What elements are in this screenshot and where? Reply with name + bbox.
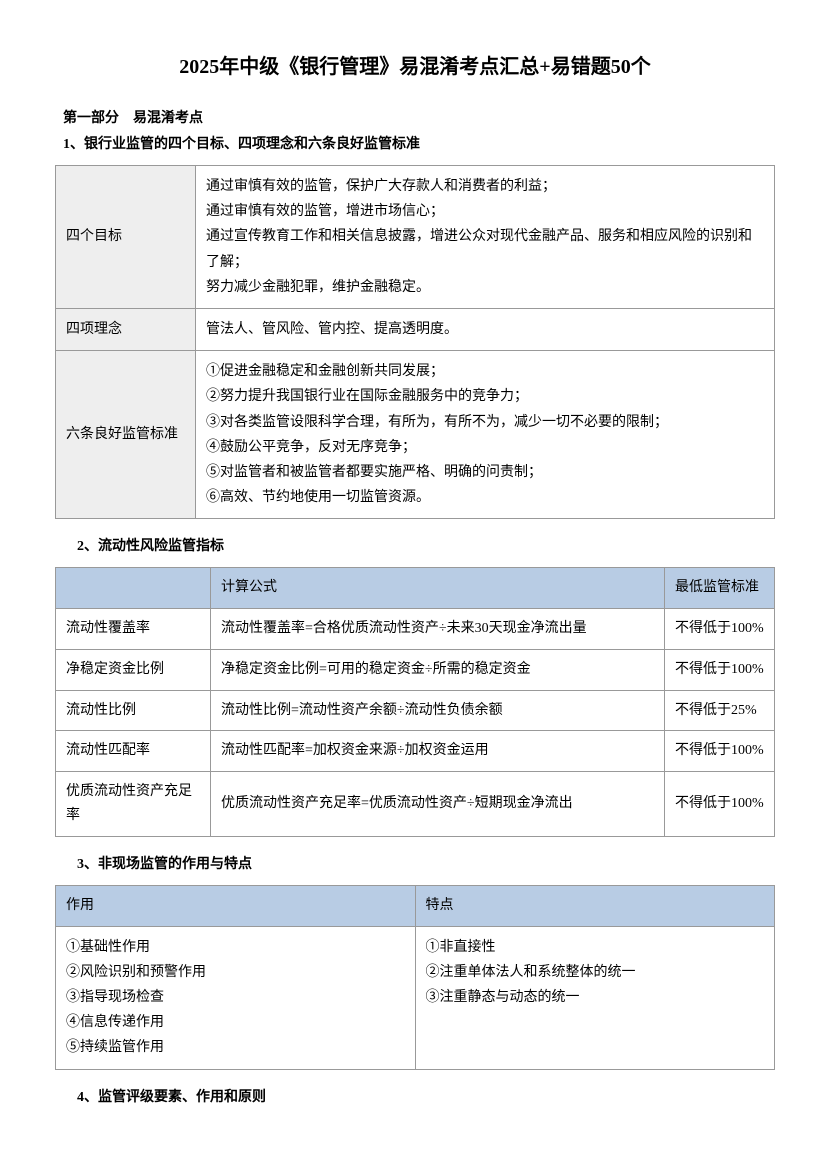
row-content: ①促进金融稳定和金融创新共同发展；②努力提升我国银行业在国际金融服务中的竞争力；… — [196, 351, 775, 519]
document-title: 2025年中级《银行管理》易混淆考点汇总+易错题50个 — [55, 50, 775, 79]
standard: 不得低于100% — [665, 649, 775, 690]
table-row: 净稳定资金比例 净稳定资金比例=可用的稳定资金÷所需的稳定资金 不得低于100% — [56, 649, 775, 690]
table-row: 流动性匹配率 流动性匹配率=加权资金来源÷加权资金运用 不得低于100% — [56, 731, 775, 772]
table-item1: 四个目标 通过审慎有效的监管，保护广大存款人和消费者的利益；通过审慎有效的监管，… — [55, 165, 775, 519]
formula: 优质流动性资产充足率=优质流动性资产÷短期现金净流出 — [211, 772, 665, 837]
table-header-row: 计算公式 最低监管标准 — [56, 568, 775, 609]
formula: 净稳定资金比例=可用的稳定资金÷所需的稳定资金 — [211, 649, 665, 690]
row-label: 四项理念 — [56, 308, 196, 350]
feature-content: ①非直接性②注重单体法人和系统整体的统一③注重静态与动态的统一 — [415, 926, 775, 1069]
row-label: 六条良好监管标准 — [56, 351, 196, 519]
item1-heading: 1、银行业监管的四个目标、四项理念和六条良好监管标准 — [55, 133, 775, 153]
col-header — [56, 568, 211, 609]
indicator-name: 流动性比例 — [56, 690, 211, 731]
standard: 不得低于25% — [665, 690, 775, 731]
col-header: 作用 — [56, 885, 416, 926]
formula: 流动性覆盖率=合格优质流动性资产÷未来30天现金净流出量 — [211, 609, 665, 650]
standard: 不得低于100% — [665, 772, 775, 837]
part1-heading: 第一部分 易混淆考点 — [55, 107, 775, 127]
standard: 不得低于100% — [665, 731, 775, 772]
item4-heading: 4、监管评级要素、作用和原则 — [55, 1086, 775, 1106]
col-header: 计算公式 — [211, 568, 665, 609]
standard: 不得低于100% — [665, 609, 775, 650]
item3-heading: 3、非现场监管的作用与特点 — [55, 853, 775, 873]
formula: 流动性匹配率=加权资金来源÷加权资金运用 — [211, 731, 665, 772]
table-row: 流动性比例 流动性比例=流动性资产余额÷流动性负债余额 不得低于25% — [56, 690, 775, 731]
indicator-name: 流动性匹配率 — [56, 731, 211, 772]
table-item2: 计算公式 最低监管标准 流动性覆盖率 流动性覆盖率=合格优质流动性资产÷未来30… — [55, 567, 775, 837]
table-header-row: 作用 特点 — [56, 885, 775, 926]
table-item3: 作用 特点 ①基础性作用②风险识别和预警作用③指导现场检查④信息传递作用⑤持续监… — [55, 885, 775, 1070]
row-content: 通过审慎有效的监管，保护广大存款人和消费者的利益；通过审慎有效的监管，增进市场信… — [196, 166, 775, 309]
row-content: 管法人、管风险、管内控、提高透明度。 — [196, 308, 775, 350]
indicator-name: 净稳定资金比例 — [56, 649, 211, 690]
col-header: 特点 — [415, 885, 775, 926]
table-row: 四个目标 通过审慎有效的监管，保护广大存款人和消费者的利益；通过审慎有效的监管，… — [56, 166, 775, 309]
table-row: 优质流动性资产充足率 优质流动性资产充足率=优质流动性资产÷短期现金净流出 不得… — [56, 772, 775, 837]
item2-heading: 2、流动性风险监管指标 — [55, 535, 775, 555]
function-content: ①基础性作用②风险识别和预警作用③指导现场检查④信息传递作用⑤持续监管作用 — [56, 926, 416, 1069]
col-header: 最低监管标准 — [665, 568, 775, 609]
row-label: 四个目标 — [56, 166, 196, 309]
formula: 流动性比例=流动性资产余额÷流动性负债余额 — [211, 690, 665, 731]
table-row: 四项理念 管法人、管风险、管内控、提高透明度。 — [56, 308, 775, 350]
table-row: 流动性覆盖率 流动性覆盖率=合格优质流动性资产÷未来30天现金净流出量 不得低于… — [56, 609, 775, 650]
indicator-name: 流动性覆盖率 — [56, 609, 211, 650]
indicator-name: 优质流动性资产充足率 — [56, 772, 211, 837]
table-row: 六条良好监管标准 ①促进金融稳定和金融创新共同发展；②努力提升我国银行业在国际金… — [56, 351, 775, 519]
table-row: ①基础性作用②风险识别和预警作用③指导现场检查④信息传递作用⑤持续监管作用 ①非… — [56, 926, 775, 1069]
